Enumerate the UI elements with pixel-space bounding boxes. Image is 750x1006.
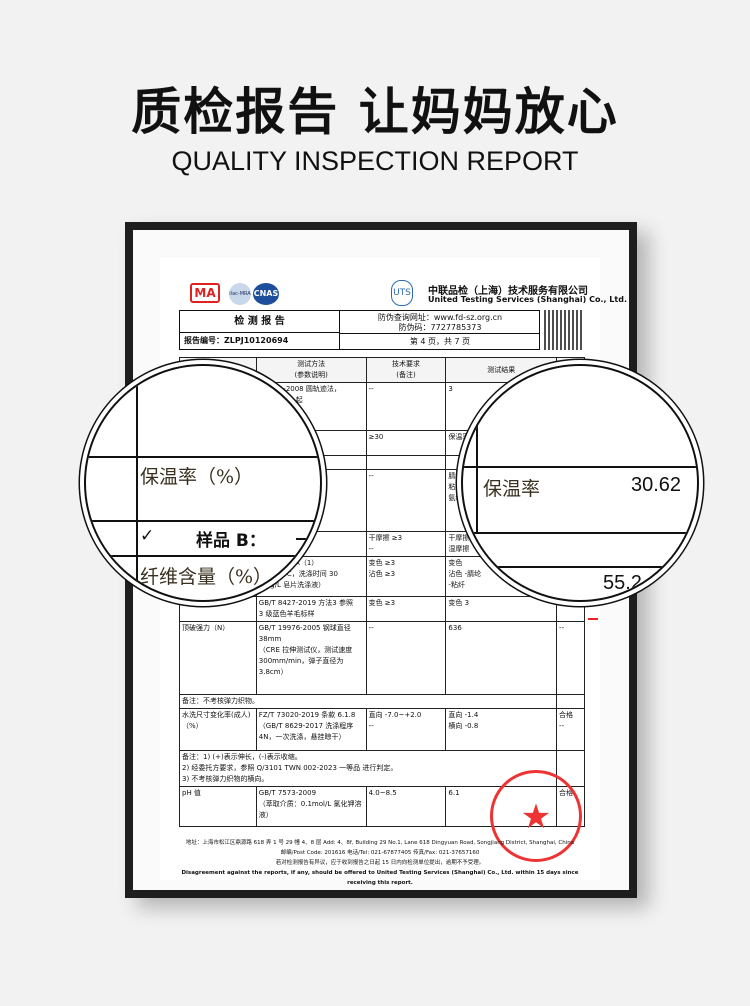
fiber-value: 55.2 — [603, 572, 642, 594]
table-cell: 636 — [445, 621, 558, 695]
report-title: 检 测 报 告 — [180, 311, 340, 333]
verify-code: 防伪码：7727785373 — [398, 323, 482, 332]
report-footer: 地址：上海市松江区鼎源路 618 弄 1 号 29 幢 4、8 层 Add: 4… — [170, 838, 590, 888]
page-count: 第 4 页，共 7 页 — [340, 333, 540, 349]
magnifier-right: 保温率 30.62 55.2 — [461, 364, 699, 602]
table-cell: 备注：不考核弹力织物。 — [178, 694, 558, 709]
table-cell: 变色 ≥3 — [365, 596, 447, 622]
page-title: 质检报告 让妈妈放心 — [131, 83, 619, 141]
star-icon: ★ — [520, 797, 552, 837]
red-mark — [588, 618, 598, 620]
footer-contact: 邮编/Post Code: 201616 电话/Tel: 021-6787740… — [280, 850, 480, 856]
verify-site: 防伪查询网址：www.fd-sz.org.cn — [377, 313, 503, 322]
column-header: 测试结果 — [445, 357, 558, 383]
table-cell: FZ/T 73020-2019 条款 6.1.8 （GB/T 8629-2017… — [255, 708, 367, 751]
table-cell: -- — [365, 621, 447, 695]
table-cell: 顶破强力（N） — [179, 621, 257, 695]
magnified-warmth-label: 保温率（%） — [140, 466, 254, 488]
table-cell — [365, 455, 447, 470]
sample-b-label: 样品 B： — [196, 531, 266, 551]
table-cell: -- — [365, 382, 447, 431]
table-cell: GB/T 8427-2019 方法3 参照 3 级蓝色羊毛标样 — [255, 596, 367, 622]
table-cell: ≥30 — [365, 430, 447, 456]
qr-code — [544, 310, 582, 350]
table-row: 水洗尺寸变化率(成人)（%） FZ/T 73020-2019 条款 6.1.8 （… — [179, 708, 585, 751]
footer-notice-cn: 若对检测报告有异议，应于收到报告之日起 15 日内向检测单位提出，逾期不予受理。 — [275, 860, 485, 866]
company-name-cn: 中联品检（上海）技术服务有限公司 — [428, 286, 588, 297]
table-cell: -- — [365, 469, 447, 532]
table-cell: 水洗尺寸变化率(成人)（%） — [179, 708, 257, 751]
check-icon: ✓ — [140, 526, 155, 546]
warmth-value: 30.62 — [631, 474, 682, 496]
report-number: 报告编号：ZLPJ10120694 — [180, 333, 340, 349]
table-row: 备注：不考核弹力织物。 — [178, 694, 585, 709]
table-cell — [556, 750, 585, 787]
table-cell: GB/T 19976-2005 钢球直径 38mm （CRE 拉伸测试仪，测试速… — [255, 621, 367, 695]
table-cell: -- — [556, 621, 585, 695]
official-stamp: ★ — [490, 770, 582, 862]
ilac-logo: ilac-MRA — [229, 283, 251, 305]
footer-notice-en: Disagreement against the reports, if any… — [181, 870, 579, 886]
table-cell: pH 值 — [179, 786, 257, 827]
cnas-logo: CNAS — [253, 283, 279, 305]
report-header: 检 测 报 告 防伪查询网址：www.fd-sz.org.cn 防伪码：7727… — [179, 310, 540, 350]
page-subtitle: QUALITY INSPECTION REPORT — [171, 146, 579, 176]
cma-logo: MA — [190, 283, 220, 303]
table-cell: 干摩擦 ≥3 -- — [365, 531, 447, 557]
table-cell — [556, 694, 585, 709]
magnified-warmth-label: 保温率 — [483, 478, 541, 500]
footer-address: 地址：上海市松江区鼎源路 618 弄 1 号 29 幢 4、8 层 Add: 4… — [185, 840, 575, 846]
table-cell: GB/T 7573-2009 （萃取介质：0.1mol/L 氯化钾溶液） — [255, 786, 367, 827]
table-row: 备注：1) (+)表示伸长，(-)表示收缩。 2) 经委托方要求，参照 Q/31… — [178, 750, 585, 787]
table-cell: 变色 3 — [445, 596, 558, 622]
table-cell: 4.0~8.5 — [365, 786, 447, 827]
table-cell: 直向 -7.0~+2.0 -- — [365, 708, 447, 751]
table-row: 顶破强力（N） GB/T 19976-2005 钢球直径 38mm （CRE 拉伸… — [179, 621, 585, 695]
magnifier-left: 保温率（%） ✓ 样品 B： 纤维含量（%） — [84, 364, 322, 602]
uts-logo: UTS — [391, 280, 413, 306]
magnified-fiber-label: 纤维含量（%） — [140, 566, 273, 588]
column-header: 测试方法 (参数说明) — [255, 357, 367, 383]
table-cell: 合格 -- — [556, 708, 585, 751]
table-cell: 变色 ≥3 沾色 ≥3 — [365, 556, 447, 597]
table-cell: 直向 -1.4 横向 -0.8 — [445, 708, 558, 751]
table-row: GB/T 8427-2019 方法3 参照 3 级蓝色羊毛标样 变色 ≥3 变色 3 — [179, 596, 585, 622]
column-header: 技术要求 (备注) — [365, 357, 447, 383]
company-name-en: United Testing Services (Shanghai) Co., … — [428, 295, 627, 304]
